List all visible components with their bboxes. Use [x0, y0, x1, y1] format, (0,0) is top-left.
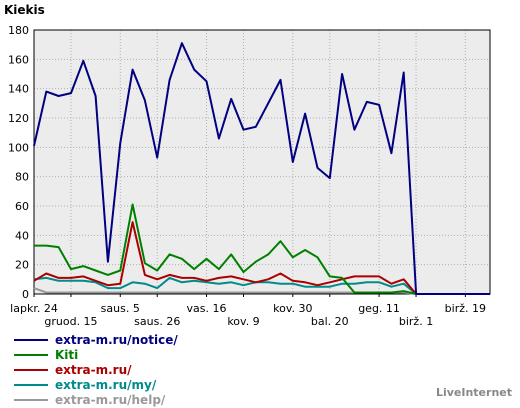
legend-swatch [14, 369, 48, 371]
x-tick-label: gruod. 15 [44, 315, 97, 328]
legend-label: Kiti [55, 348, 79, 362]
plot-border [33, 29, 491, 295]
x-tick-label: geg. 11 [358, 302, 400, 315]
y-tick-label: 120 [8, 112, 29, 125]
x-tick-label: birž. 1 [399, 315, 433, 328]
legend-label: extra-m.ru/my/ [55, 378, 157, 392]
y-tick-label: 140 [8, 83, 29, 96]
x-tick-label: kov. 30 [273, 302, 312, 315]
legend-swatch [14, 399, 48, 401]
y-tick-label: 40 [15, 229, 29, 242]
y-axis-label: Kiekis [4, 3, 45, 17]
legend-label: extra-m.ru/help/ [55, 393, 166, 407]
x-tick-label: saus. 26 [134, 315, 180, 328]
series-lines [33, 42, 490, 295]
y-tick-label: 160 [8, 53, 29, 66]
y-tick-label: 60 [15, 200, 29, 213]
legend-label: extra-m.ru/ [55, 363, 132, 377]
legend-label: extra-m.ru/notice/ [55, 333, 178, 347]
y-tick-label: 100 [8, 141, 29, 154]
y-tick-label: 0 [22, 288, 29, 301]
x-tick-label: kov. 9 [227, 315, 259, 328]
x-tick-label: saus. 5 [101, 302, 140, 315]
plot-area [34, 30, 490, 294]
legend-swatch [14, 354, 48, 356]
y-axis: 0 20 40 60 80 100 120 140 160 180 [8, 24, 29, 301]
y-tick-label: 20 [15, 259, 29, 272]
brand-label: LiveInternet [435, 386, 512, 399]
y-tick-label: 80 [15, 171, 29, 184]
y-tick-label: 180 [8, 24, 29, 37]
x-tick-label: vas. 16 [187, 302, 227, 315]
x-tick-label: lapkr. 24 [10, 302, 58, 315]
series-line [33, 221, 490, 295]
series-line [34, 203, 490, 295]
x-tick-label: bal. 20 [311, 315, 349, 328]
x-tick-label: birž. 19 [445, 302, 486, 315]
series-line [33, 42, 490, 295]
legend-swatch [14, 339, 48, 341]
legend-swatch [14, 384, 48, 386]
